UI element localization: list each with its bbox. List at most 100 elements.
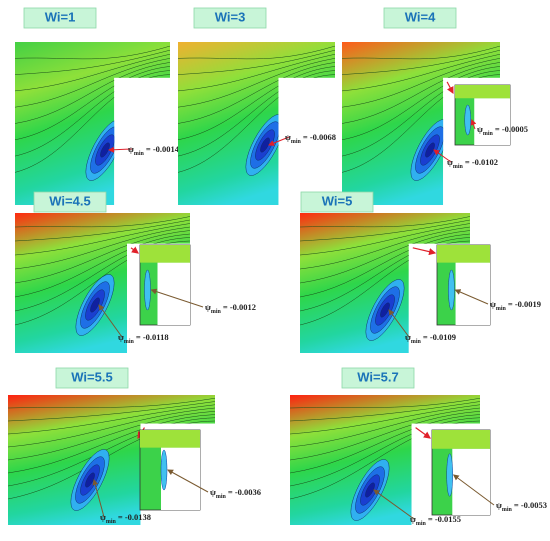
pointer-arrow: [92, 479, 105, 518]
psi-symbol: ψ: [100, 512, 106, 522]
psi-value: = -0.0005: [495, 124, 528, 134]
title-box: [55, 367, 129, 389]
title-box: [300, 191, 374, 213]
vortex: [90, 297, 100, 313]
contour-panel: [342, 42, 500, 205]
psi-symbol: ψ: [118, 332, 124, 342]
contour-line: [178, 53, 335, 92]
psi-symbol: ψ: [447, 157, 453, 167]
contour-line: [15, 237, 190, 312]
contour-line: [342, 62, 500, 124]
inset-wall: [161, 447, 200, 510]
contour-line: [15, 49, 170, 75]
psi-symbol: ψ: [496, 500, 502, 510]
contour-line: [15, 66, 170, 141]
contour-line: [15, 58, 170, 108]
psi-sub: min: [502, 507, 513, 513]
contour-line: [15, 230, 190, 284]
contour-line: [342, 66, 500, 141]
title-box: [341, 367, 415, 389]
contour-line: [15, 45, 170, 60]
psi-value: = -0.0053: [514, 500, 547, 510]
contour-line: [342, 53, 500, 92]
psi-sub: min: [453, 164, 464, 170]
contour-line: [15, 219, 190, 242]
inset-vortex: [448, 269, 455, 311]
inset-top: [140, 245, 190, 263]
pointer-arrow: [108, 146, 133, 153]
psi-symbol: ψ: [285, 132, 291, 142]
contour-panel: [300, 213, 470, 353]
psi-sub: min: [134, 151, 145, 157]
domain-fill: [15, 42, 170, 205]
inset-wall: [452, 448, 490, 515]
contour-line: [300, 223, 470, 256]
psi-sub: min: [216, 494, 227, 500]
domain-fill: [300, 213, 470, 353]
psi-sub: min: [496, 306, 507, 312]
contour-line: [300, 230, 470, 284]
pointer-arrow: [454, 289, 489, 305]
contour-line: [15, 70, 170, 157]
panel-title: Wi=1: [45, 9, 76, 24]
psi-value: = -0.0012: [223, 302, 256, 312]
contour-line: [15, 233, 190, 298]
psi-min-label: ψmin = -0.0005: [477, 124, 528, 137]
panel-title: Wi=5: [322, 193, 353, 208]
contour-line: [290, 404, 480, 435]
inset-vortex: [464, 104, 471, 136]
contour-line: [178, 62, 335, 124]
psi-sub: min: [106, 519, 117, 525]
title-box: [23, 7, 97, 29]
inset-top: [140, 430, 200, 448]
contour-panel: [178, 42, 335, 205]
psi-sub: min: [124, 339, 135, 345]
title-box: [193, 7, 267, 29]
title-box: [33, 191, 107, 213]
contour-line: [300, 233, 470, 298]
zoom-arrow: [412, 247, 437, 256]
inset-wall: [474, 98, 510, 145]
psi-value: = -0.0036: [228, 487, 261, 497]
contour-line: [178, 66, 335, 141]
domain-fill: [342, 42, 500, 205]
psi-min-label: ψmin = -0.0118: [118, 332, 169, 345]
contour-line: [15, 223, 190, 256]
contour-line: [342, 49, 500, 75]
contour-line: [290, 417, 480, 487]
contour-panel: [15, 213, 190, 353]
zoom-arrow: [415, 427, 431, 439]
inset-top: [432, 430, 490, 449]
psi-symbol: ψ: [405, 332, 411, 342]
psi-value: = -0.0102: [465, 157, 498, 167]
pointer-arrow: [268, 136, 290, 146]
psi-min-label: ψmin = -0.0155: [410, 514, 461, 527]
contour-line: [178, 58, 335, 108]
psi-symbol: ψ: [490, 299, 496, 309]
contour-line: [15, 226, 190, 270]
contour-line: [178, 70, 335, 157]
contour-line: [8, 414, 215, 474]
contour-line: [290, 411, 480, 461]
pointer-arrow: [373, 489, 415, 520]
psi-value: = -0.0014: [146, 144, 180, 154]
contour-line: [342, 45, 500, 60]
contour-line: [290, 407, 480, 448]
contour-line: [290, 398, 480, 409]
inset-wall: [455, 262, 490, 325]
contour-line: [178, 49, 335, 75]
inset-vortex: [446, 453, 453, 497]
pointer-arrow: [150, 288, 204, 308]
vortex: [100, 142, 110, 158]
contour-line: [300, 237, 470, 312]
psi-symbol: ψ: [205, 302, 211, 312]
psi-sub: min: [416, 521, 427, 527]
zoom-arrow: [130, 246, 139, 254]
psi-min-label: ψmin = -0.0138: [100, 512, 151, 525]
title-box: [383, 7, 457, 29]
contour-line: [300, 219, 470, 242]
contour-panel: [8, 395, 215, 525]
psi-value: = -0.0138: [118, 512, 151, 522]
vortex: [260, 137, 270, 153]
